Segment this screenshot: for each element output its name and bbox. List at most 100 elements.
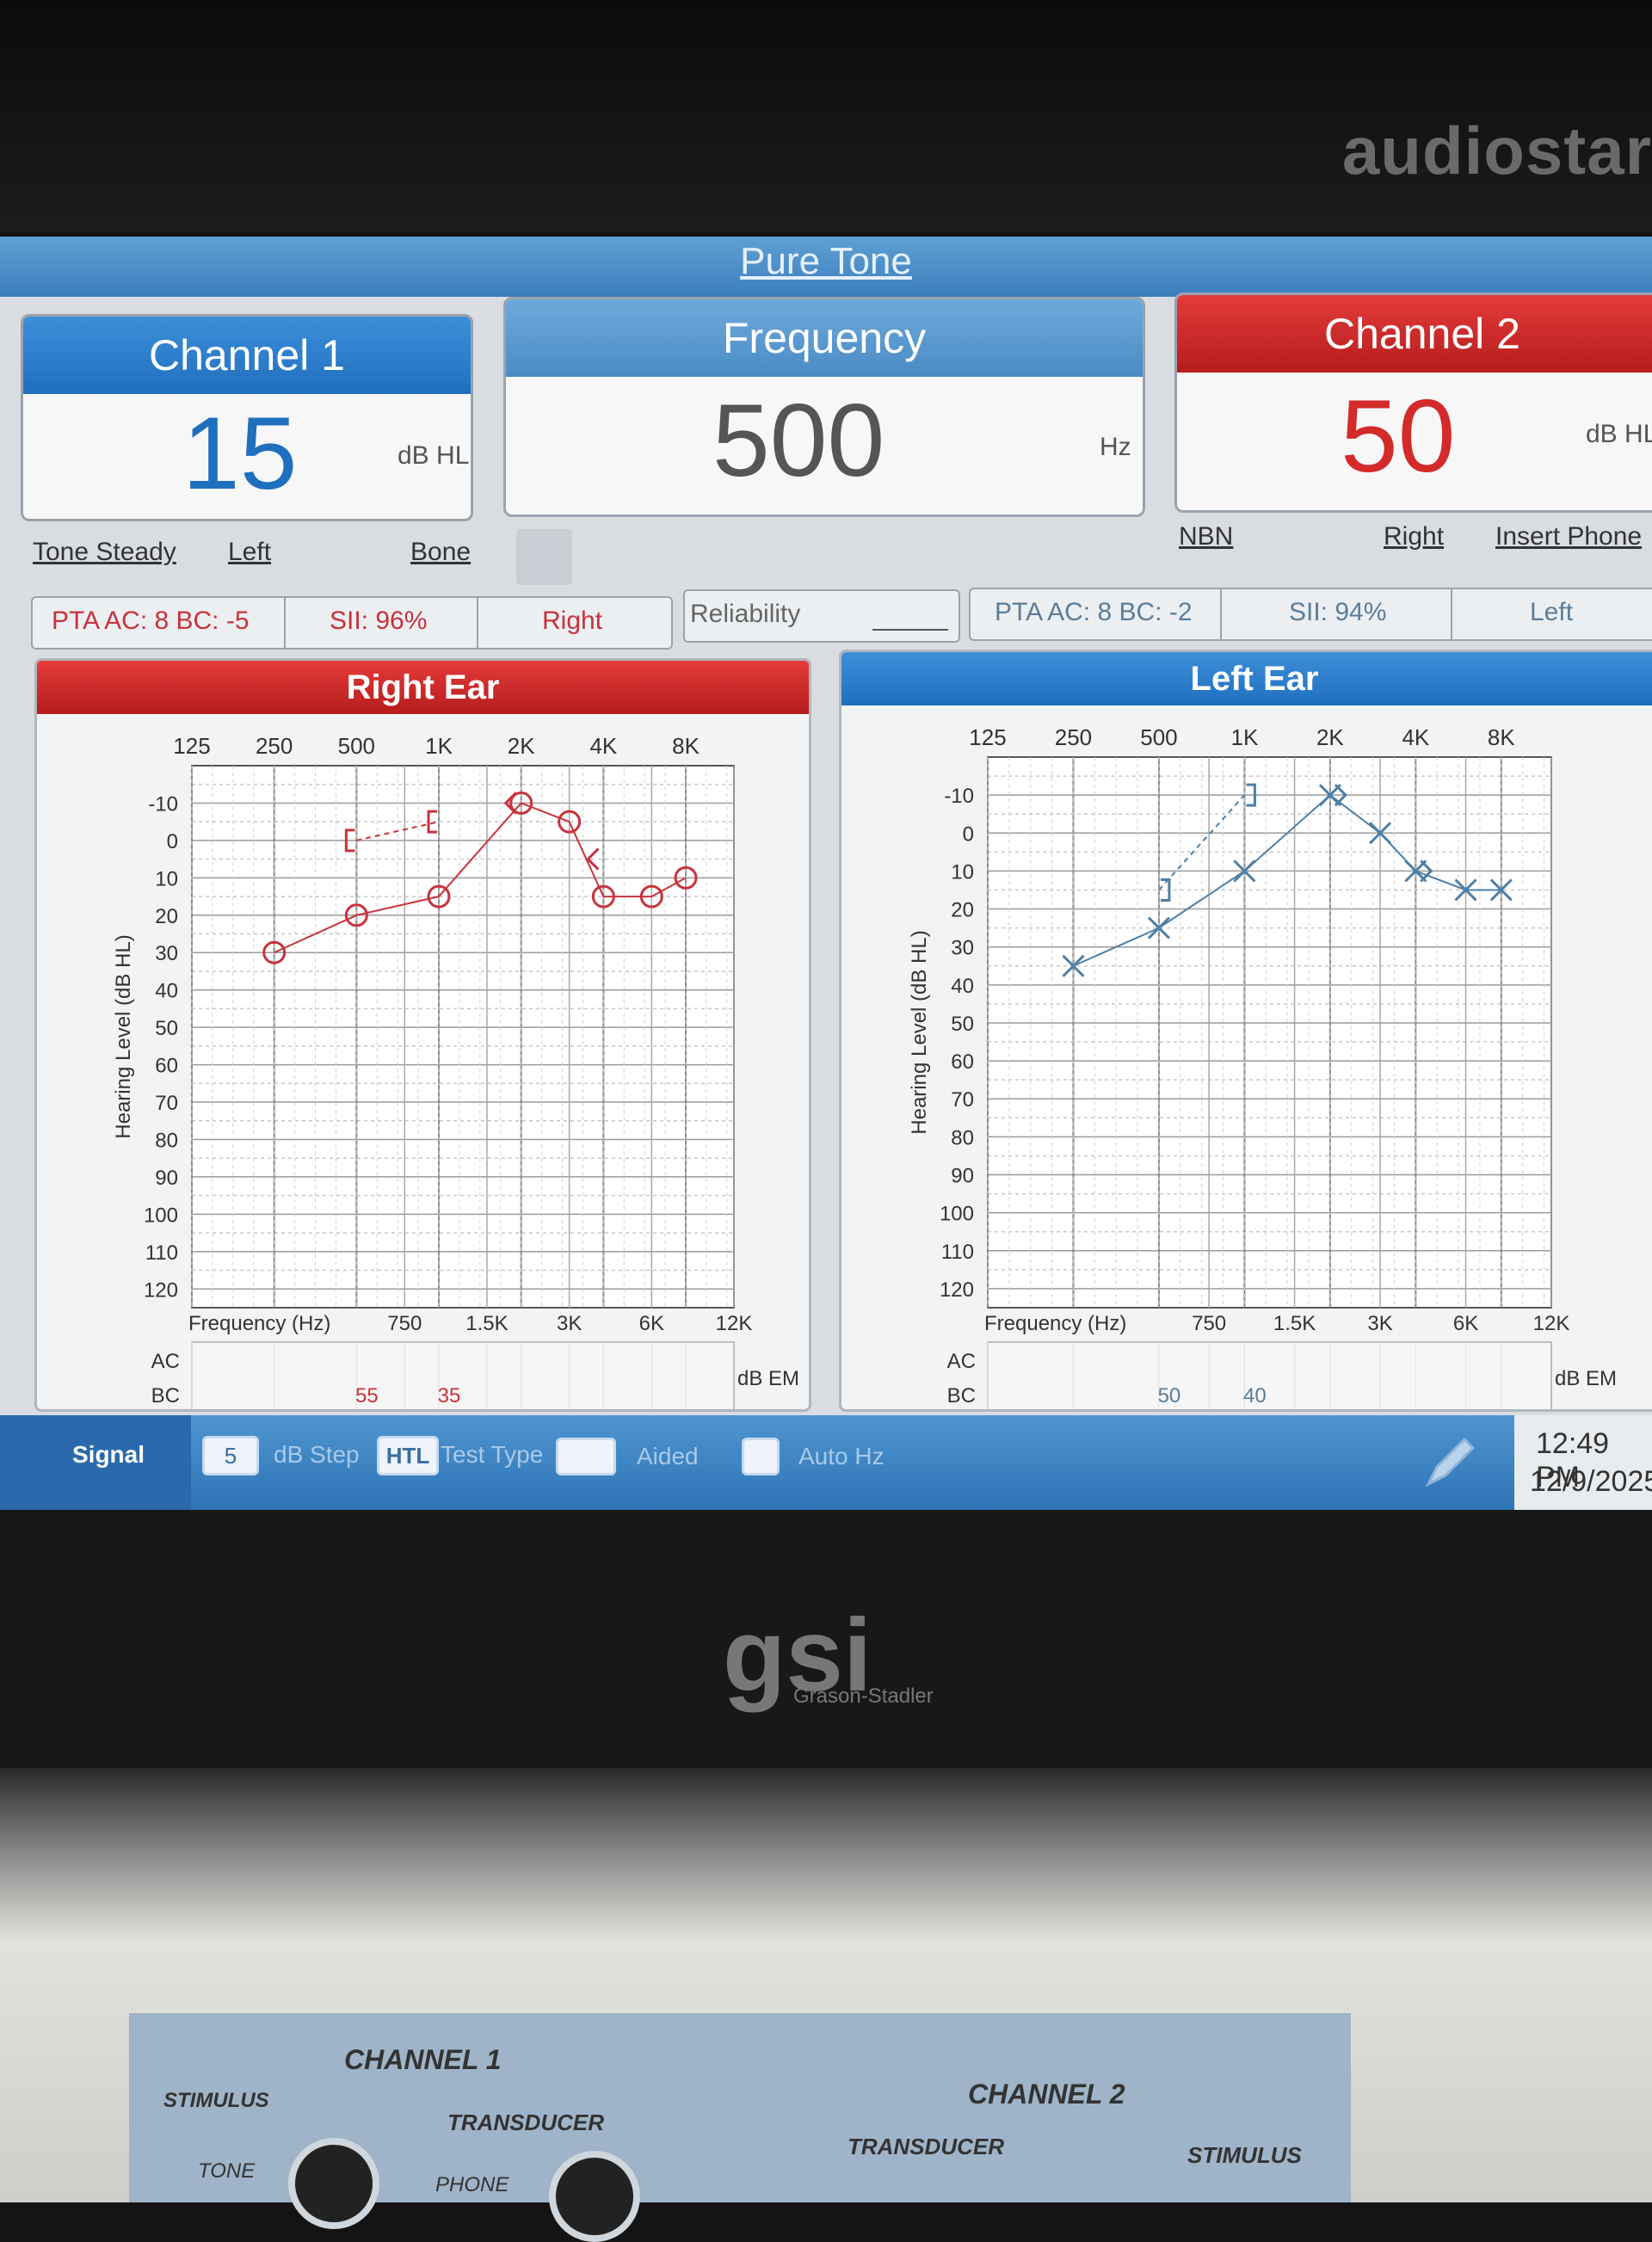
x-tick-label: 12K: [716, 1312, 753, 1335]
channel-1-stimulus[interactable]: Tone Steady: [33, 538, 176, 566]
frequency-unit: Hz: [1100, 433, 1131, 461]
ac-threshold-marker: [1454, 878, 1477, 902]
y-tick-label: 100: [940, 1203, 974, 1226]
audiostar-brand-logo: audiostar: [1341, 113, 1652, 188]
y-tick-label: 50: [951, 1013, 974, 1036]
auto-hz-checkbox[interactable]: [742, 1438, 780, 1475]
channel-1-panel[interactable]: Channel 1 15 dB HL: [21, 314, 473, 521]
frequency-panel[interactable]: Frequency 500 Hz: [503, 297, 1145, 517]
control-panel-plate: CHANNEL 1 CHANNEL 2 STIMULUS TRANSDUCER …: [129, 2013, 1351, 2242]
bc-masking-label: BC: [947, 1384, 976, 1407]
clock-date: 12/9/2025: [1530, 1465, 1652, 1498]
tone-knob[interactable]: [288, 2138, 379, 2229]
signal-button[interactable]: Signal: [72, 1441, 145, 1468]
ac-threshold-marker: [344, 903, 368, 927]
ac-masking-label: AC: [151, 1350, 180, 1373]
bc-masked-marker: [1246, 783, 1256, 807]
channel-2-transducer[interactable]: Insert Phone: [1495, 522, 1643, 551]
channel-1-header: Channel 1: [23, 317, 471, 394]
y-tick-label: -10: [944, 785, 974, 808]
x-tick-label: 2K: [508, 733, 535, 759]
pencil-icon[interactable]: [1420, 1432, 1480, 1493]
frequency-value: 500: [712, 383, 885, 498]
phone-knob[interactable]: [549, 2151, 640, 2242]
x-tick-label: 1K: [425, 733, 453, 759]
db-step-value[interactable]: 5: [202, 1436, 259, 1475]
x-tick-label: 1.5K: [465, 1312, 508, 1335]
bc-masked-marker: [1160, 878, 1171, 902]
x-tick-label: 500: [338, 733, 375, 759]
y-tick-label: 20: [951, 899, 974, 922]
channel-2-route[interactable]: Right: [1384, 522, 1445, 551]
test-type-label: Test Type: [441, 1441, 544, 1468]
ac-series-line: [1073, 793, 1501, 967]
x-tick-label: 8K: [1488, 724, 1515, 750]
y-tick-label: -10: [148, 792, 178, 816]
right-ear-stats-bar: PTA AC: 8 BC: -5 SII: 96% Right: [31, 596, 673, 650]
bc-masking-label: BC: [151, 1384, 180, 1407]
right-sii: SII: 96%: [330, 607, 428, 635]
bc-masked-marker: [344, 828, 355, 853]
audiometer-screen: Pure Tone Channel 1 15 dB HL Tone Steady…: [0, 237, 1652, 1510]
db-step-label: dB Step: [274, 1441, 360, 1468]
channel-1-transducer[interactable]: Bone: [410, 538, 472, 566]
bc-series-line: [1158, 794, 1246, 891]
frequency-header: Frequency: [506, 299, 1143, 377]
left-sii: SII: 94%: [1289, 598, 1387, 626]
right-ear-select[interactable]: Right: [542, 607, 603, 635]
reliability-field[interactable]: Reliability: [683, 589, 960, 643]
x-tick-label: 4K: [589, 733, 617, 759]
bc-unmasked-marker: [503, 791, 517, 815]
masking-strip: [987, 1341, 1552, 1409]
left-ear-select[interactable]: Left: [1530, 598, 1574, 626]
channel-1-unit: dB HL: [398, 441, 470, 470]
console-channel-2-label: CHANNEL 2: [968, 2079, 1125, 2110]
ac-threshold-marker: [558, 810, 582, 834]
channel-1-route[interactable]: Left: [228, 538, 272, 566]
y-tick-label: 120: [144, 1278, 178, 1302]
test-type-value[interactable]: HTL: [377, 1436, 439, 1475]
x-tick-label: 3K: [557, 1312, 582, 1335]
monitor-bezel-bottom: gsi Grason-Stadler: [0, 1510, 1652, 1768]
y-tick-label: 70: [951, 1088, 974, 1112]
auto-hz-label: Auto Hz: [798, 1443, 885, 1469]
x-tick-label: 6K: [639, 1312, 664, 1335]
aided-checkbox[interactable]: [556, 1438, 616, 1475]
left-ear-header: Left Ear: [841, 652, 1652, 705]
bc-masking-value: 50: [1158, 1384, 1181, 1407]
ac-threshold-marker: [427, 884, 451, 909]
x-tick-label: 12K: [1533, 1312, 1570, 1335]
x-axis-label: Frequency (Hz): [188, 1312, 330, 1335]
x-tick-label: 250: [1055, 724, 1092, 750]
y-tick-label: 40: [951, 975, 974, 998]
clock-time: 12:49 PM: [1536, 1427, 1610, 1494]
channel-1-intensity: 15: [182, 396, 298, 511]
masking-unit-label: dB EM: [737, 1367, 799, 1390]
bc-masking-value: 55: [355, 1384, 379, 1407]
y-tick-label: 20: [155, 905, 178, 928]
ac-threshold-marker: [1147, 916, 1170, 939]
channel-2-panel[interactable]: Channel 2 50 dB HL: [1174, 293, 1652, 513]
console-stimulus-1-label: STIMULUS: [163, 2089, 269, 2112]
y-tick-label: 100: [144, 1204, 178, 1227]
ac-threshold-marker: [1062, 954, 1085, 977]
x-tick-label: 125: [173, 733, 210, 759]
response-indicator-icon[interactable]: [516, 529, 572, 585]
ac-threshold-marker: [1233, 859, 1256, 883]
plot-area: [191, 765, 735, 1309]
x-tick-label: 125: [969, 724, 1006, 750]
y-axis-label: Hearing Level (dB HL): [908, 930, 931, 1134]
channel-2-stimulus[interactable]: NBN: [1179, 522, 1234, 551]
ac-threshold-marker: [639, 884, 663, 909]
y-tick-label: 40: [155, 980, 178, 1003]
bc-masking-value: 35: [438, 1384, 461, 1407]
bc-unmasked-marker: [1334, 784, 1347, 807]
bc-unmasked-marker: [586, 847, 600, 871]
ac-series-line: [274, 802, 687, 954]
clock-panel: 12:49 PM 12/9/2025: [1514, 1415, 1652, 1510]
right-pta: PTA AC: 8 BC: -5: [52, 607, 250, 635]
y-tick-label: 0: [963, 822, 974, 846]
page-title[interactable]: Pure Tone: [740, 240, 912, 282]
